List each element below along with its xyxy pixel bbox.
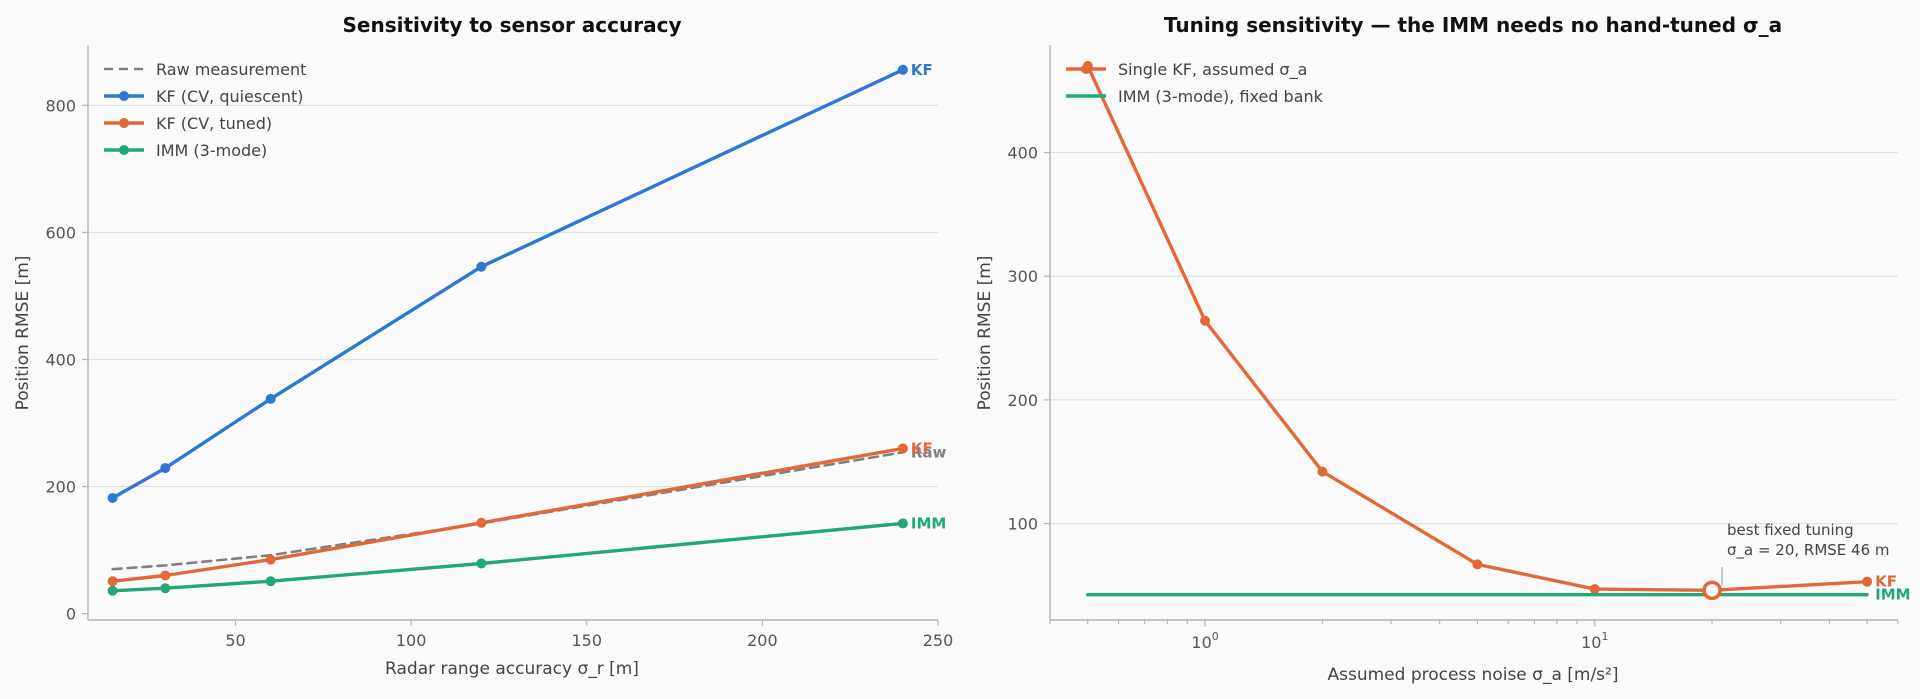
left-y-tick-label: 400 (45, 351, 76, 370)
left-legend-marker-imm-3-mode (119, 145, 129, 155)
left-series-imm-3-mode-point (107, 585, 118, 596)
left-series-kf-cv-quiescent-point (265, 393, 276, 404)
left-chart-series (107, 64, 908, 596)
left-chart-ticks: 0 200 400 600 800 50 100 150 200 250 (45, 96, 953, 650)
left-series-kf-cv-tuned-point (897, 443, 908, 454)
annotation-line-2: σ_a = 20, RMSE 46 m (1727, 541, 1890, 560)
left-series-imm-3-mode-point (265, 576, 276, 587)
left-series-kf-cv-tuned-point (160, 570, 171, 581)
left-chart-x-axis-label: Radar range accuracy σ_r [m] (385, 659, 639, 679)
left-legend-marker-kf-cv-tuned (119, 118, 129, 128)
left-x-tick-label: 250 (923, 631, 954, 650)
left-x-tick-label: 50 (225, 631, 245, 650)
right-legend-marker-single-kf-assumed-a (1081, 64, 1091, 74)
left-series-kf-cv-quiescent-point (107, 493, 118, 504)
left-series-kf-cv-tuned-point (265, 554, 276, 565)
right-series-single-kf-assumed-a-end-label: KF (1875, 573, 1897, 591)
left-series-kf-cv-quiescent-point (897, 64, 908, 75)
left-y-tick-label: 800 (45, 96, 76, 115)
annotation-line-1: best fixed tuning (1727, 521, 1854, 539)
left-chart-axes (87, 45, 938, 621)
left-series-imm-3-mode-point (476, 558, 487, 569)
right-series-single-kf-assumed-a-point (1472, 559, 1483, 570)
left-series-kf-cv-quiescent-point (160, 463, 171, 474)
left-chart-panel: Sensitivity to sensor accuracy 0 200 400 60… (13, 13, 953, 679)
right-chart-annotation: best fixed tuning σ_a = 20, RMSE 46 m (1721, 521, 1890, 586)
right-chart-y-axis-label: Position RMSE [m] (975, 256, 995, 411)
left-legend-label-kf-cv-tuned: KF (CV, tuned) (156, 114, 272, 133)
left-series-kf-cv-tuned-end-label: KF (911, 439, 933, 457)
right-chart-grid (1050, 151, 1898, 525)
left-chart-title: Sensitivity to sensor accuracy (343, 13, 682, 37)
left-y-tick-label: 200 (45, 478, 76, 497)
left-y-tick-label: 0 (66, 605, 76, 624)
right-chart-panel: Tuning sensitivity — the IMM needs no ha… (975, 13, 1911, 685)
left-legend-label-kf-cv-quiescent: KF (CV, quiescent) (156, 87, 304, 106)
left-series-imm-3-mode-end-label: IMM (911, 514, 946, 532)
left-series-imm-3-mode-line (110, 521, 905, 593)
left-series-imm-3-mode-point (160, 583, 171, 594)
right-chart-series (1082, 61, 1873, 601)
left-legend-label-raw-measurement: Raw measurement (156, 60, 306, 79)
left-chart-grid (88, 104, 938, 488)
right-series-single-kf-assumed-a-line (1086, 64, 1869, 592)
right-series-single-kf-assumed-a-point (1589, 584, 1600, 595)
right-x-tick-label: 101 (1581, 630, 1608, 652)
left-chart-legend: Raw measurement KF (CV, quiescent) KF (CV,… (104, 60, 306, 160)
right-legend-label-imm-3-mode-fixed-bank: IMM (3-mode), fixed bank (1118, 87, 1324, 106)
left-series-kf-cv-quiescent-line (110, 68, 905, 500)
right-series-single-kf-assumed-a-point (1862, 576, 1873, 587)
left-chart-y-axis-label: Position RMSE [m] (13, 256, 33, 411)
left-x-tick-label: 100 (396, 631, 427, 650)
right-series-single-kf-assumed-a-point (1317, 466, 1328, 477)
left-series-kf-cv-quiescent-point (476, 261, 487, 272)
right-x-tick-label: 100 (1191, 630, 1218, 652)
right-chart-x-axis-label: Assumed process noise σ_a [m/s²] (1327, 665, 1618, 685)
left-x-tick-label: 150 (571, 631, 602, 650)
left-series-raw-measurement-end-label: Raw (911, 443, 947, 461)
right-y-tick-label: 300 (1007, 267, 1038, 286)
right-chart-title: Tuning sensitivity — the IMM needs no ha… (1164, 13, 1782, 37)
right-chart-legend: Single KF, assumed σ_a IMM (3-mode), fixe… (1066, 60, 1324, 106)
left-x-tick-label: 200 (747, 631, 778, 650)
right-series-single-kf-assumed-a-point (1200, 315, 1211, 326)
left-legend-label-imm-3-mode: IMM (3-mode) (156, 141, 267, 160)
left-series-kf-cv-tuned-point (107, 576, 118, 587)
right-series-imm-3-mode-fixed-bank-end-label: IMM (1875, 586, 1910, 604)
right-y-tick-label: 100 (1007, 515, 1038, 534)
right-y-tick-label: 200 (1007, 391, 1038, 410)
left-legend-marker-kf-cv-quiescent (119, 91, 129, 101)
left-y-tick-label: 600 (45, 223, 76, 242)
right-legend-label-single-kf-assumed-a: Single KF, assumed σ_a (1118, 60, 1307, 80)
left-series-kf-cv-quiescent-end-label: KF (911, 61, 933, 79)
right-chart-axes (1049, 45, 1898, 621)
left-series-kf-cv-tuned-point (476, 517, 487, 528)
right-y-tick-label: 400 (1007, 144, 1038, 163)
best-tuning-marker (1702, 580, 1722, 601)
right-chart-ticks: 100 200 300 400 100 101 (1007, 144, 1899, 652)
left-series-imm-3-mode-point (897, 518, 908, 529)
